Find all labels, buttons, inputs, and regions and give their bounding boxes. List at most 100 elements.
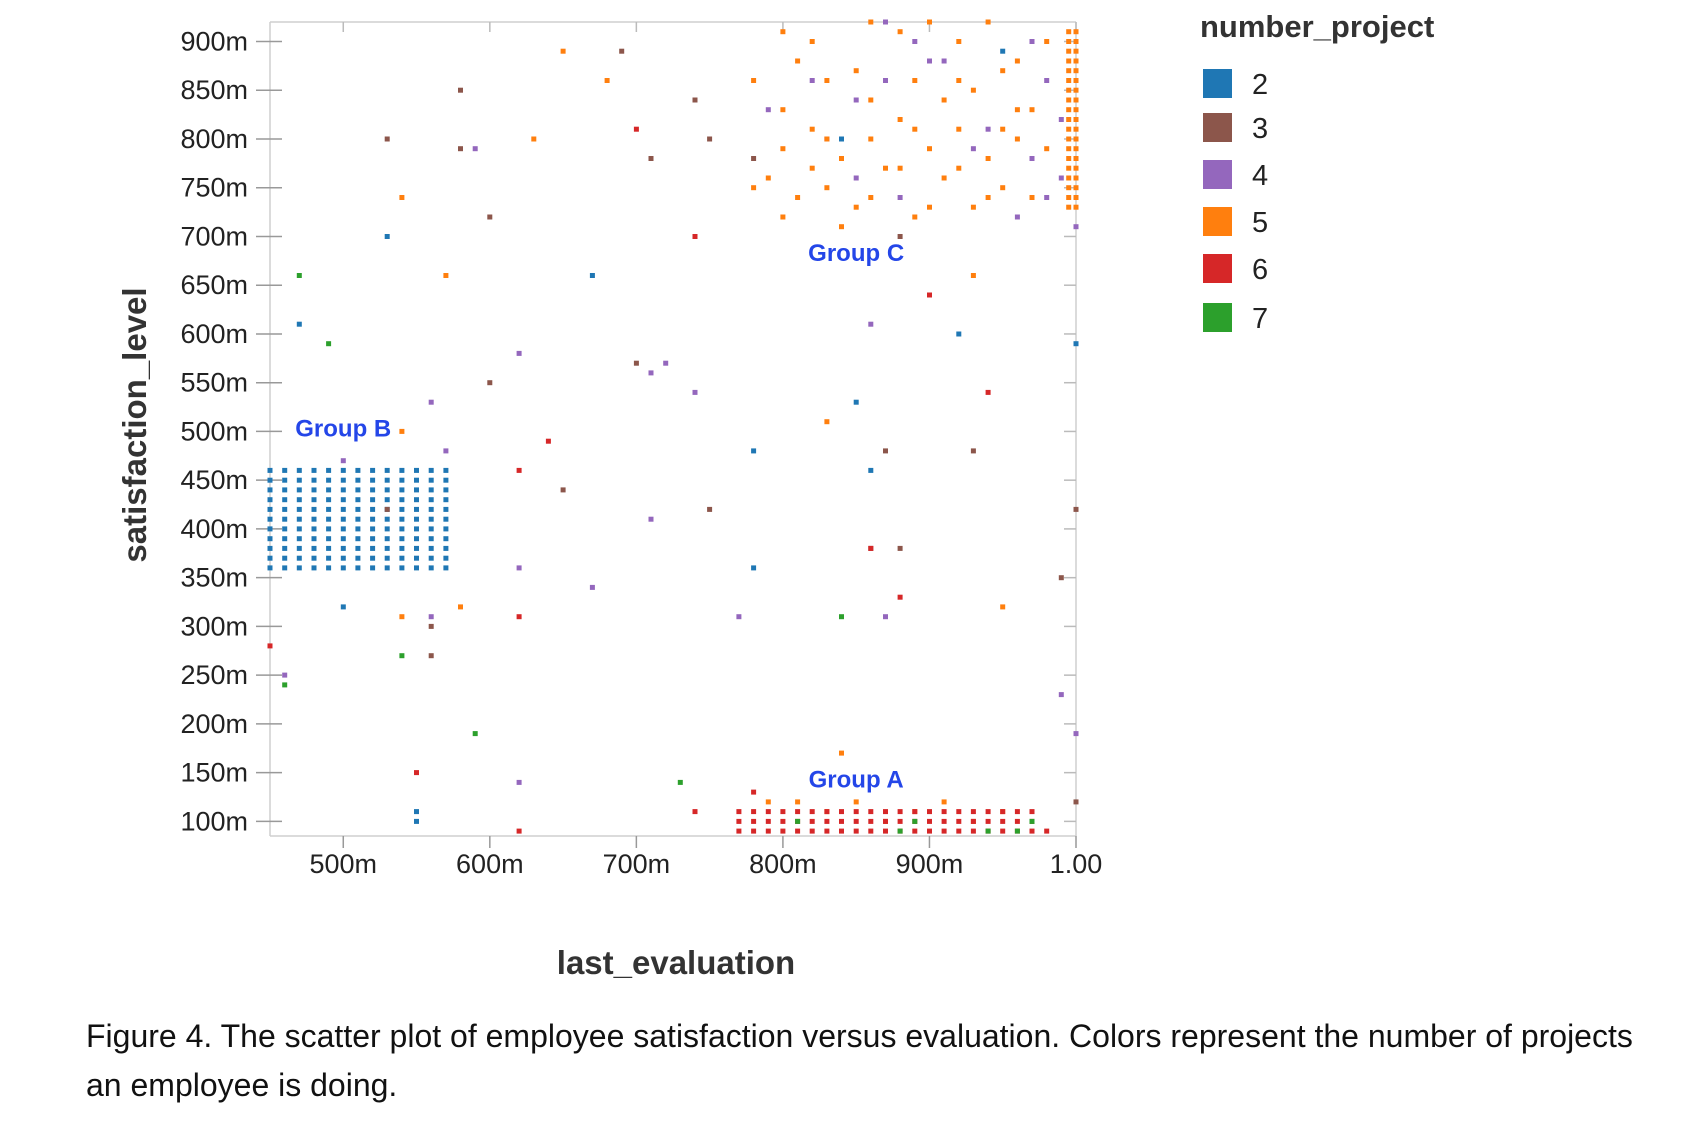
- data-point: [443, 448, 449, 454]
- data-point: [780, 146, 786, 152]
- annotations: Group A Group B Group C: [295, 240, 904, 793]
- data-point: [267, 555, 273, 561]
- data-point: [853, 399, 859, 405]
- data-point: [853, 175, 859, 181]
- data-point: [414, 818, 419, 824]
- x-tick-label: 700m: [603, 849, 671, 879]
- data-point: [1066, 136, 1072, 142]
- data-point: [443, 273, 449, 278]
- data-point: [370, 536, 376, 542]
- y-tick-label: 450m: [180, 465, 248, 495]
- data-point: [839, 224, 844, 230]
- data-point: [941, 818, 947, 824]
- data-point: [340, 477, 346, 483]
- data-point: [809, 818, 815, 824]
- annotation-label: Group C: [808, 240, 904, 267]
- data-point: [824, 185, 830, 191]
- data-point: [355, 497, 361, 503]
- data-point: [545, 438, 551, 444]
- data-point: [384, 516, 390, 522]
- data-point: [839, 828, 844, 834]
- data-point: [839, 809, 844, 815]
- data-point: [267, 467, 273, 473]
- data-point: [399, 526, 405, 532]
- data-point: [414, 497, 419, 503]
- figure-caption: Figure 4. The scatter plot of employee s…: [86, 1018, 1633, 1103]
- y-tick-label: 500m: [180, 416, 248, 446]
- data-point: [340, 506, 346, 512]
- data-point: [780, 29, 786, 35]
- data-point: [956, 809, 962, 815]
- data-point: [970, 818, 976, 824]
- data-point: [1066, 126, 1072, 132]
- data-point: [1029, 828, 1035, 834]
- data-points: [267, 19, 1079, 834]
- data-point: [399, 565, 405, 571]
- data-point: [399, 555, 405, 561]
- x-tick-label: 1.00: [1050, 849, 1103, 879]
- data-point: [883, 614, 888, 620]
- data-point: [912, 809, 918, 815]
- data-point: [326, 487, 332, 493]
- data-point: [927, 204, 932, 210]
- data-point: [296, 565, 302, 571]
- data-point: [399, 477, 405, 483]
- y-tick-label: 700m: [180, 221, 248, 251]
- legend: number_project 2 3 4 5 6 7: [1200, 9, 1434, 335]
- data-point: [633, 126, 639, 132]
- data-point: [853, 68, 859, 74]
- data-point: [648, 156, 654, 161]
- data-point: [1073, 506, 1079, 512]
- y-tick-label: 600m: [180, 319, 248, 349]
- data-point: [384, 506, 390, 512]
- data-point: [839, 750, 844, 756]
- data-point: [868, 467, 874, 473]
- data-point: [941, 58, 947, 64]
- data-point: [296, 497, 302, 503]
- data-point: [868, 545, 874, 551]
- data-point: [1073, 58, 1079, 64]
- data-point: [296, 273, 302, 278]
- data-point: [956, 165, 962, 171]
- data-point: [428, 497, 434, 503]
- data-point: [370, 565, 376, 571]
- data-point: [985, 195, 991, 200]
- data-point: [399, 536, 405, 542]
- data-point: [795, 799, 801, 805]
- data-point: [809, 809, 815, 815]
- data-point: [384, 536, 390, 542]
- data-point: [370, 555, 376, 561]
- data-point: [927, 146, 932, 152]
- data-point: [428, 487, 434, 493]
- data-point: [1029, 107, 1035, 113]
- data-point: [839, 818, 844, 824]
- data-point: [1029, 39, 1035, 44]
- data-point: [619, 48, 625, 54]
- data-point: [985, 809, 991, 815]
- data-point: [1058, 575, 1064, 581]
- data-point: [795, 818, 801, 824]
- data-point: [414, 545, 419, 551]
- legend-entries: 2 3 4 5 6 7: [1203, 69, 1268, 335]
- data-point: [956, 828, 962, 834]
- y-tick-label: 650m: [180, 270, 248, 300]
- data-point: [1073, 107, 1079, 113]
- legend-swatch: [1203, 254, 1232, 283]
- data-point: [340, 604, 346, 610]
- data-point: [824, 818, 830, 824]
- data-point: [970, 146, 976, 152]
- data-point: [282, 516, 288, 522]
- data-point: [355, 526, 361, 532]
- y-tick-label: 350m: [180, 563, 248, 593]
- data-point: [970, 828, 976, 834]
- data-point: [370, 497, 376, 503]
- data-point: [267, 506, 273, 512]
- data-point: [883, 448, 888, 454]
- data-point: [1014, 809, 1020, 815]
- data-point: [941, 175, 947, 181]
- data-point: [795, 58, 801, 64]
- data-point: [897, 29, 903, 35]
- legend-label: 4: [1252, 160, 1268, 192]
- data-point: [443, 487, 449, 493]
- data-point: [809, 39, 815, 44]
